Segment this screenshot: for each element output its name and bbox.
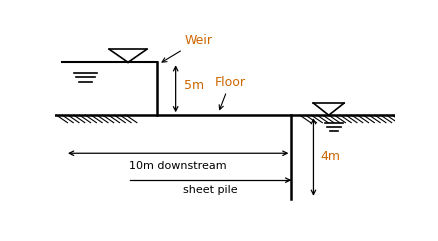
Text: 5m: 5m xyxy=(184,79,204,92)
Text: Floor: Floor xyxy=(214,75,245,110)
Text: Weir: Weir xyxy=(162,34,212,62)
Text: 4m: 4m xyxy=(320,150,339,163)
Text: sheet pile: sheet pile xyxy=(183,185,237,195)
Text: 10m downstream: 10m downstream xyxy=(129,161,226,171)
